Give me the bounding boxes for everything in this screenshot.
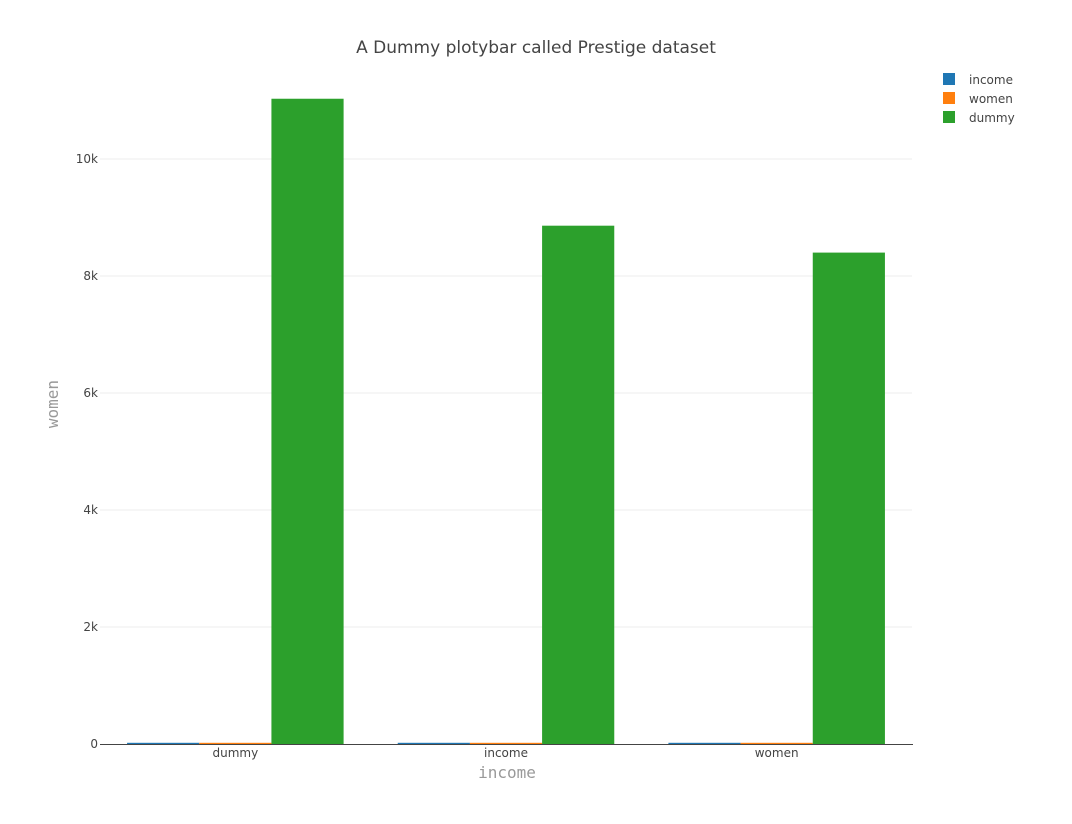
bar-income-income — [397, 742, 470, 744]
legend-swatch-income — [943, 73, 955, 85]
bar-dummy-dummy — [271, 98, 344, 745]
legend-swatch-dummy — [943, 111, 955, 123]
legend: income women dummy — [943, 73, 1015, 125]
legend-label-income: income — [969, 73, 1013, 87]
y-tick-label: 6k — [83, 386, 98, 400]
gridlines — [100, 158, 912, 628]
y-tick-labels: 0 2k 4k 6k 8k 10k — [76, 152, 98, 751]
bar-dummy-women — [812, 252, 885, 744]
legend-swatch-women — [943, 92, 955, 104]
y-tick-label: 2k — [83, 620, 98, 634]
bar-women-dummy — [199, 742, 272, 744]
x-tick-label: income — [484, 746, 528, 760]
bars — [127, 98, 885, 745]
legend-label-women: women — [969, 92, 1013, 106]
y-tick-label: 4k — [83, 503, 98, 517]
bar-income-dummy — [127, 742, 200, 744]
y-axis-title: women — [43, 380, 62, 428]
x-tick-label: dummy — [212, 746, 258, 760]
bar-income-women — [668, 742, 741, 744]
bar-women-income — [469, 742, 543, 744]
y-tick-label: 0 — [90, 737, 98, 751]
x-tick-labels: dummy income women — [212, 746, 798, 760]
bar-women-women — [740, 742, 813, 744]
x-axis-title: income — [478, 763, 536, 782]
y-tick-label: 8k — [83, 269, 98, 283]
bar-dummy-income — [542, 225, 615, 744]
y-tick-label: 10k — [76, 152, 98, 166]
legend-label-dummy: dummy — [969, 111, 1015, 125]
x-tick-label: women — [755, 746, 799, 760]
chart-title: A Dummy plotybar called Prestige dataset — [356, 38, 716, 58]
